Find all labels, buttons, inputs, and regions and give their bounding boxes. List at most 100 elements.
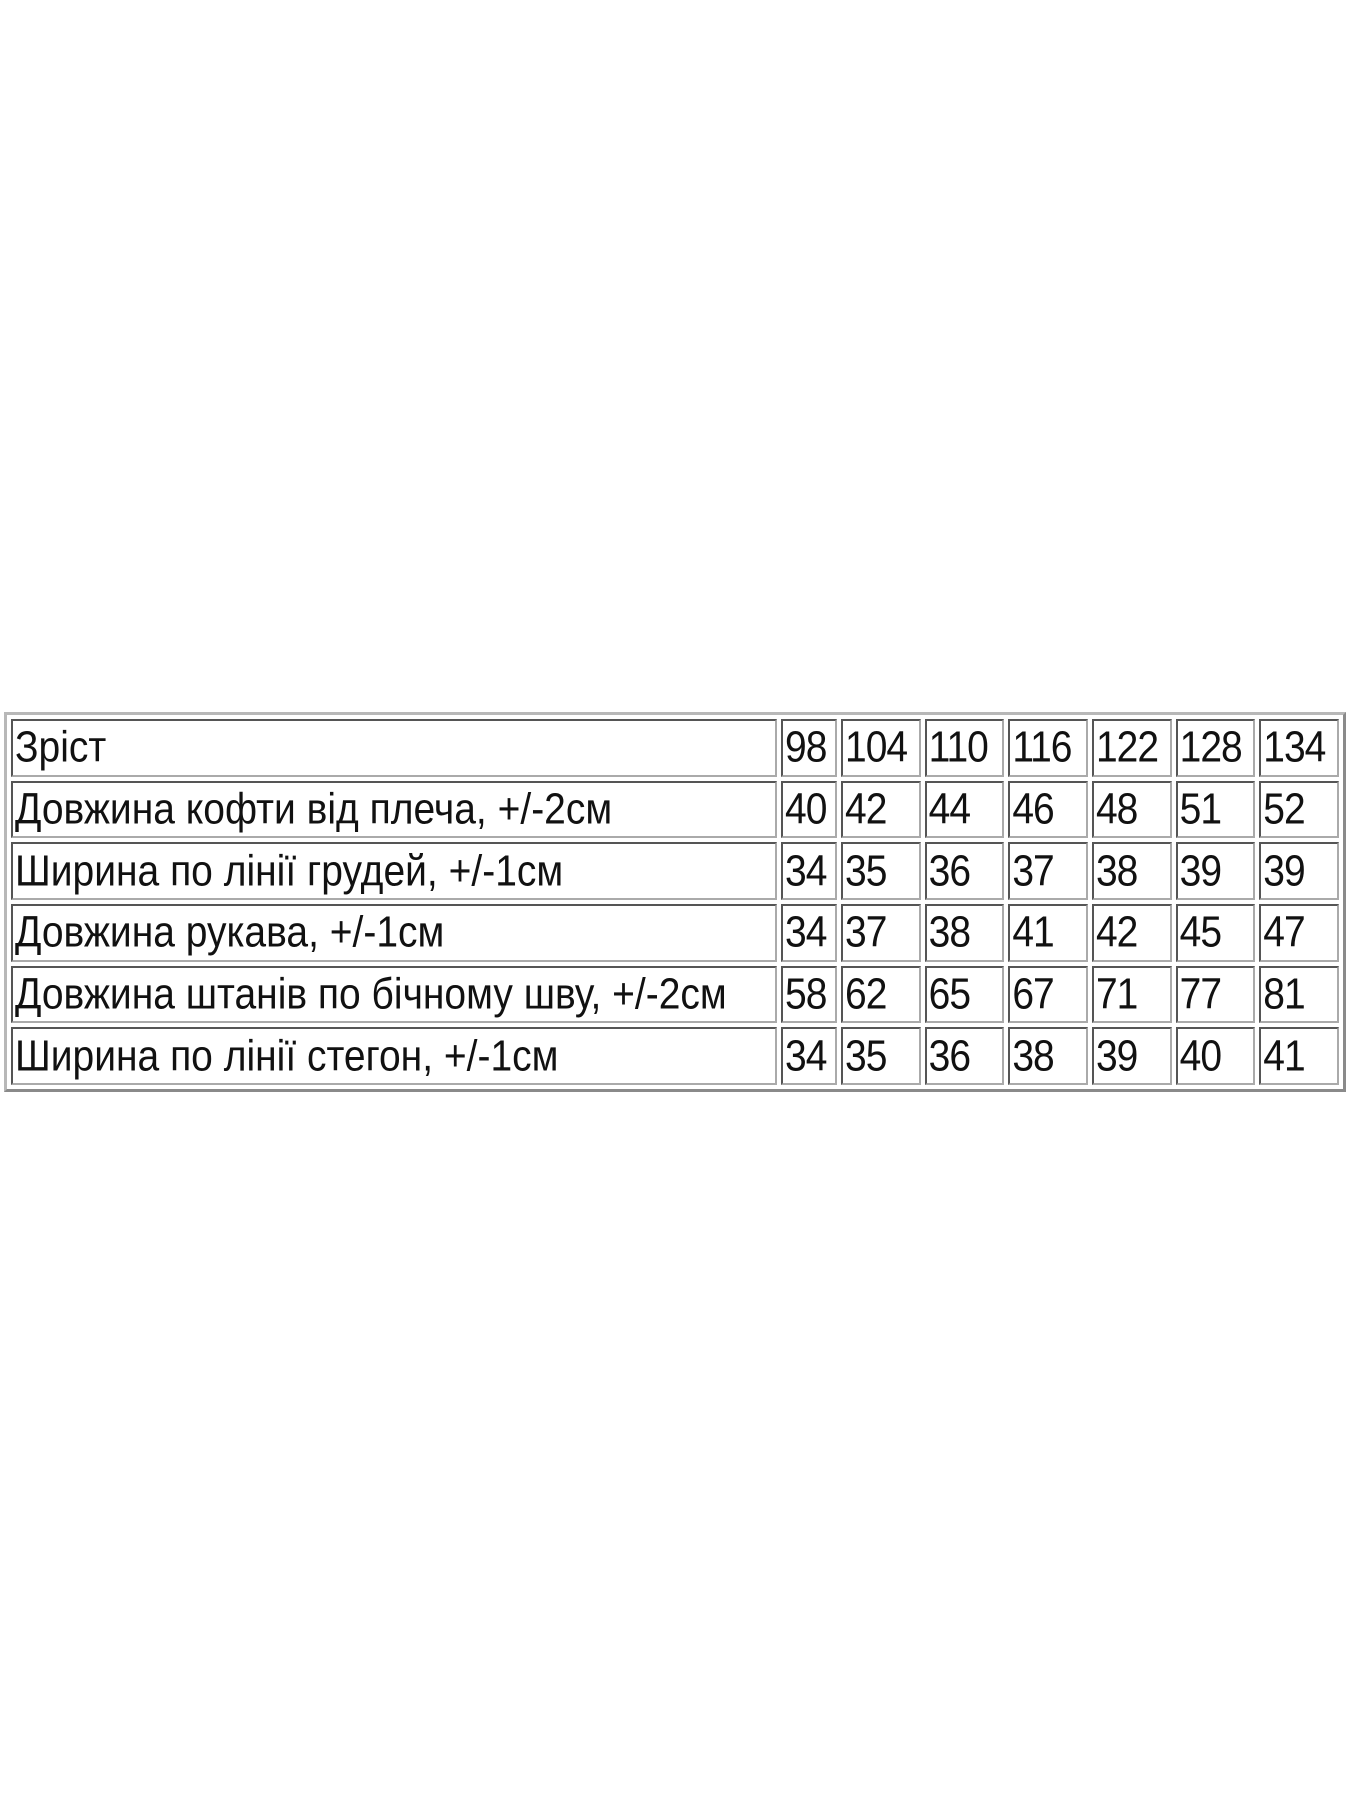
cell-value: 71 <box>1095 970 1138 1019</box>
table-cell: 58 <box>781 965 837 1024</box>
cell-value: 47 <box>1263 908 1305 957</box>
table-cell: 128 <box>1175 719 1256 777</box>
table-cell: 67 <box>1008 965 1088 1024</box>
table-cell: 122 <box>1091 719 1172 777</box>
cell-value: 122 <box>1095 723 1159 772</box>
size-table: Зріст 98 104 110 116 122 128 134 Довжина кофти в… <box>7 715 1343 1089</box>
cell-value: 134 <box>1263 723 1326 772</box>
cell-value: 62 <box>845 970 887 1019</box>
cell-value: 65 <box>928 970 971 1019</box>
cell-value: 38 <box>928 908 971 957</box>
table-cell: 41 <box>1259 1027 1339 1085</box>
row-label: Ширина по лінії грудей, +/-1см <box>11 842 777 900</box>
table-cell: 48 <box>1091 780 1172 839</box>
cell-value: 77 <box>1179 970 1222 1019</box>
table-cell: 116 <box>1008 719 1088 777</box>
table-row: Довжина кофти від плеча, +/-2см 40 42 44 46 4… <box>11 780 1339 839</box>
table-cell: 44 <box>924 780 1005 839</box>
table-cell: 45 <box>1175 903 1256 962</box>
cell-value: 40 <box>1179 1032 1222 1081</box>
cell-value: 34 <box>785 847 827 896</box>
cell-value: 46 <box>1012 785 1054 834</box>
table-cell: 47 <box>1259 903 1339 962</box>
cell-value: 110 <box>928 723 989 772</box>
table-cell: 40 <box>1175 1027 1256 1085</box>
row-label-text: Довжина кофти від плеча, +/-2см <box>15 785 613 834</box>
row-label-text: Ширина по лінії стегон, +/-1см <box>15 1032 559 1081</box>
table-cell: 34 <box>781 1027 837 1085</box>
cell-value: 39 <box>1095 1032 1138 1081</box>
row-label-text: Ширина по лінії грудей, +/-1см <box>15 847 564 896</box>
cell-value: 42 <box>845 785 887 834</box>
table-cell: 104 <box>841 719 921 777</box>
row-label: Довжина штанів по бічному шву, +/-2см <box>11 965 777 1024</box>
cell-value: 45 <box>1179 908 1222 957</box>
cell-value: 128 <box>1179 723 1243 772</box>
table-cell: 46 <box>1008 780 1088 839</box>
cell-value: 58 <box>785 970 827 1019</box>
table-cell: 40 <box>781 780 837 839</box>
table-row: Довжина штанів по бічному шву, +/-2см 58 6… <box>11 965 1339 1024</box>
cell-value: 51 <box>1179 785 1222 834</box>
table-cell: 38 <box>1008 1027 1088 1085</box>
row-label: Довжина рукава, +/-1см <box>11 903 777 962</box>
cell-value: 35 <box>845 847 887 896</box>
table-cell: 81 <box>1259 965 1339 1024</box>
table-cell: 35 <box>841 842 921 900</box>
table-cell: 42 <box>841 780 921 839</box>
cell-value: 40 <box>785 785 827 834</box>
table-cell: 52 <box>1259 780 1339 839</box>
table-cell: 110 <box>924 719 1005 777</box>
table-cell: 39 <box>1091 1027 1172 1085</box>
cell-value: 52 <box>1263 785 1305 834</box>
table-cell: 71 <box>1091 965 1172 1024</box>
table-cell: 62 <box>841 965 921 1024</box>
table-cell: 51 <box>1175 780 1256 839</box>
cell-value: 104 <box>845 723 908 772</box>
row-label-text: Зріст <box>15 723 107 772</box>
cell-value: 38 <box>1012 1032 1054 1081</box>
row-label: Довжина кофти від плеча, +/-2см <box>11 780 777 839</box>
table-cell: 41 <box>1008 903 1088 962</box>
row-label-text: Довжина рукава, +/-1см <box>15 908 445 957</box>
table-cell: 37 <box>1008 842 1088 900</box>
cell-value: 48 <box>1095 785 1138 834</box>
table-cell: 134 <box>1259 719 1339 777</box>
table-cell: 98 <box>781 719 837 777</box>
cell-value: 35 <box>845 1032 887 1081</box>
table-cell: 38 <box>1091 842 1172 900</box>
table-cell: 34 <box>781 903 837 962</box>
row-label-text: Довжина штанів по бічному шву, +/-2см <box>15 970 727 1019</box>
table-row: Довжина рукава, +/-1см 34 37 38 41 42 45 47 <box>11 903 1339 962</box>
cell-value: 42 <box>1095 908 1138 957</box>
header-row: Зріст 98 104 110 116 122 128 134 <box>11 719 1339 777</box>
cell-value: 37 <box>845 908 887 957</box>
table-cell: 77 <box>1175 965 1256 1024</box>
table-cell: 36 <box>924 1027 1005 1085</box>
table-cell: 34 <box>781 842 837 900</box>
cell-value: 34 <box>785 1032 827 1081</box>
cell-value: 36 <box>928 1032 971 1081</box>
table-cell: 39 <box>1259 842 1339 900</box>
cell-value: 41 <box>1012 908 1054 957</box>
cell-value: 67 <box>1012 970 1054 1019</box>
cell-value: 98 <box>785 723 827 772</box>
cell-value: 81 <box>1263 970 1305 1019</box>
cell-value: 36 <box>928 847 971 896</box>
cell-value: 34 <box>785 908 827 957</box>
cell-value: 38 <box>1095 847 1138 896</box>
cell-value: 116 <box>1012 723 1072 772</box>
table-cell: 36 <box>924 842 1005 900</box>
table-cell: 37 <box>841 903 921 962</box>
table-cell: 39 <box>1175 842 1256 900</box>
table-row: Ширина по лінії грудей, +/-1см 34 35 36 37 38… <box>11 842 1339 900</box>
cell-value: 37 <box>1012 847 1054 896</box>
table-row: Ширина по лінії стегон, +/-1см 34 35 36 38 39… <box>11 1027 1339 1085</box>
row-label: Зріст <box>11 719 777 777</box>
table-cell: 42 <box>1091 903 1172 962</box>
cell-value: 44 <box>928 785 971 834</box>
row-label: Ширина по лінії стегон, +/-1см <box>11 1027 777 1085</box>
cell-value: 39 <box>1263 847 1305 896</box>
table-cell: 38 <box>924 903 1005 962</box>
table-cell: 35 <box>841 1027 921 1085</box>
